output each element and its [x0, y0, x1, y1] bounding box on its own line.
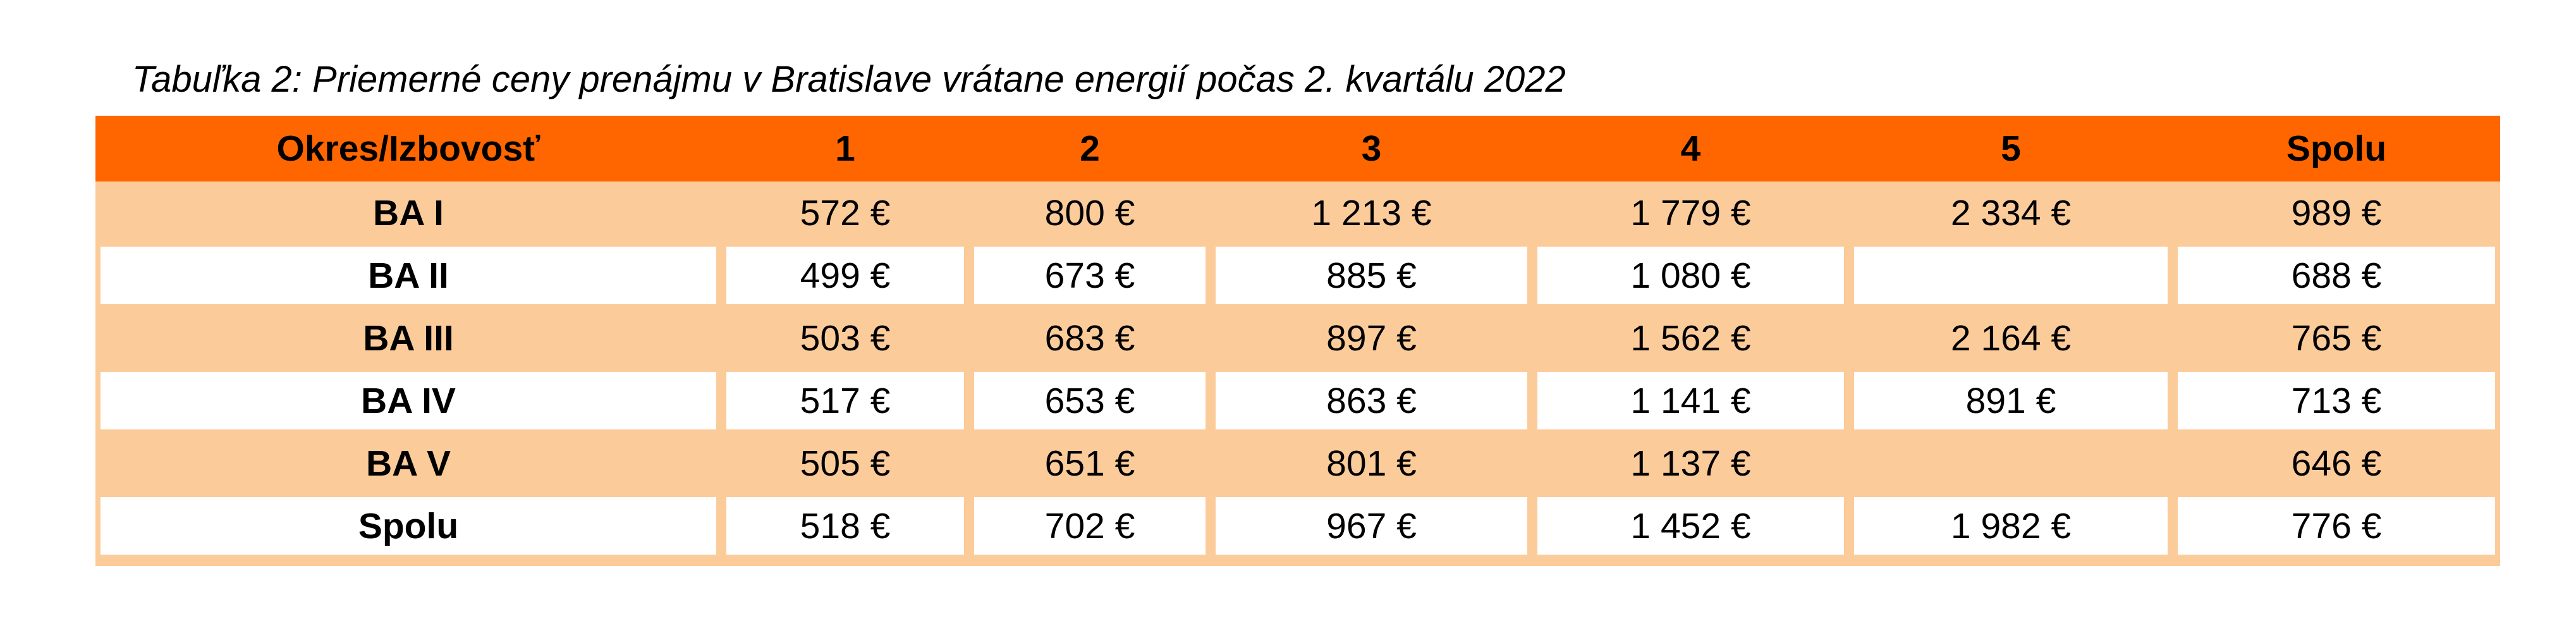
table-cell: 765 € — [2291, 317, 2382, 359]
table-cell: 897 € — [1326, 317, 1417, 359]
table-cell: 967 € — [1216, 497, 1527, 555]
row-label: BA II — [101, 247, 716, 304]
row-label: Spolu — [101, 497, 716, 555]
table-cell: 505 € — [800, 443, 891, 484]
table-cell: 673 € — [974, 247, 1206, 304]
table-cell: 885 € — [1216, 247, 1527, 304]
row-label: BA V — [365, 443, 451, 484]
table: Okres/Izbovosť 1 2 3 4 5 Spolu BA I 572 €800 €1 … — [95, 116, 2500, 566]
header-cell: Okres/Izbovosť — [95, 116, 721, 182]
table-cell: 2 164 € — [1950, 317, 2072, 359]
header-cell: 3 — [1211, 116, 1532, 182]
header-cell: 2 — [969, 116, 1211, 182]
table-cell: 776 € — [2178, 497, 2495, 555]
row-label: BA I — [373, 192, 444, 233]
header-cell: 1 — [721, 116, 969, 182]
table-cell: 891 € — [1854, 372, 2168, 429]
table-cell: 1 982 € — [1854, 497, 2168, 555]
table-cell: 518 € — [726, 497, 964, 555]
header-cell: 5 — [1849, 116, 2173, 182]
table-cell: 1 779 € — [1630, 192, 1751, 233]
table-cell: 989 € — [2291, 192, 2382, 233]
table-cell: 499 € — [726, 247, 964, 304]
table-cell: 713 € — [2178, 372, 2495, 429]
table-cell: 800 € — [1044, 192, 1135, 233]
table-cell: 653 € — [974, 372, 1206, 429]
table-cell: 1 452 € — [1537, 497, 1844, 555]
table-cell — [1849, 432, 2173, 495]
table-cell: 863 € — [1216, 372, 1527, 429]
header-cell: Spolu — [2173, 116, 2500, 182]
table-cell: 1 141 € — [1537, 372, 1844, 429]
row-label: BA IV — [101, 372, 716, 429]
table-cell: 1 562 € — [1630, 317, 1751, 359]
table-cell: 572 € — [800, 192, 891, 233]
table-cell: 801 € — [1326, 443, 1417, 484]
table-cell — [1854, 247, 2168, 304]
table-cell: 646 € — [2291, 443, 2382, 484]
table-cell: 503 € — [800, 317, 891, 359]
table-cell: 2 334 € — [1950, 192, 2072, 233]
table-cell: 702 € — [974, 497, 1206, 555]
table-cell: 1 080 € — [1537, 247, 1844, 304]
row-label: BA III — [363, 317, 454, 359]
header-cell: 4 — [1532, 116, 1849, 182]
table-cell: 651 € — [1044, 443, 1135, 484]
table-cell: 1 213 € — [1311, 192, 1432, 233]
table-cell: 688 € — [2178, 247, 2495, 304]
table-cell: 683 € — [1044, 317, 1135, 359]
table-caption: Tabuľka 2: Priemerné ceny prenájmu v Bra… — [132, 59, 1566, 100]
table-cell: 517 € — [726, 372, 964, 429]
table-cell: 1 137 € — [1630, 443, 1751, 484]
